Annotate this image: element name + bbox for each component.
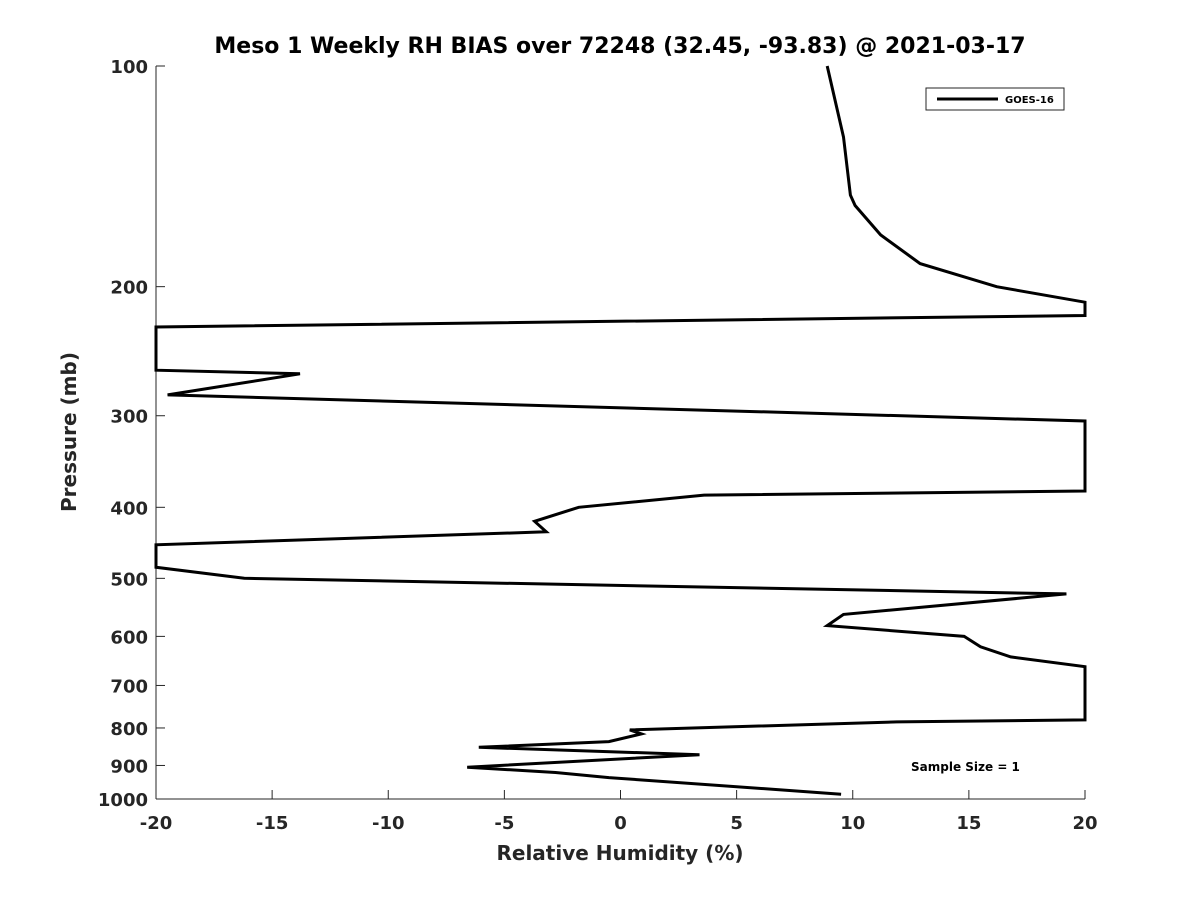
y-tick-label: 1000 (98, 790, 148, 811)
sample-size-annotation: Sample Size = 1 (911, 760, 1020, 774)
y-tick-label: 200 (110, 278, 148, 299)
x-tick-label: -5 (494, 813, 514, 834)
legend-label-goes-16: GOES-16 (1005, 95, 1054, 106)
y-tick-label: 800 (110, 719, 148, 740)
series-layer (154, 65, 1087, 796)
y-tick-label: 500 (110, 569, 148, 590)
x-axis-ticks: -20 -15 -10 -5 0 5 10 15 20 (140, 790, 1098, 834)
x-tick-label: 10 (840, 813, 865, 834)
y-axis-label: Pressure (mb) (57, 352, 81, 512)
x-tick-label: 0 (614, 813, 627, 834)
x-tick-label: 20 (1072, 813, 1097, 834)
x-tick-label: -15 (256, 813, 289, 834)
legend: GOES-16 (925, 87, 1065, 111)
y-tick-label: 400 (110, 498, 148, 519)
x-tick-label: 15 (956, 813, 981, 834)
x-tick-label: -20 (140, 813, 173, 834)
x-axis-label: Relative Humidity (%) (496, 841, 743, 865)
y-tick-label: 100 (110, 57, 148, 78)
x-tick-label: -10 (372, 813, 405, 834)
series-line-goes-16 (154, 65, 1087, 796)
plot-area (156, 66, 1085, 799)
y-tick-label: 700 (110, 676, 148, 697)
y-tick-label: 900 (110, 756, 148, 777)
y-axis-ticks: 100 200 300 400 500 600 700 800 900 1000 (98, 57, 165, 811)
y-tick-label: 600 (110, 627, 148, 648)
chart-title: Meso 1 Weekly RH BIAS over 72248 (32.45,… (214, 34, 1025, 59)
x-tick-label: 5 (730, 813, 743, 834)
y-tick-label: 300 (110, 407, 148, 428)
